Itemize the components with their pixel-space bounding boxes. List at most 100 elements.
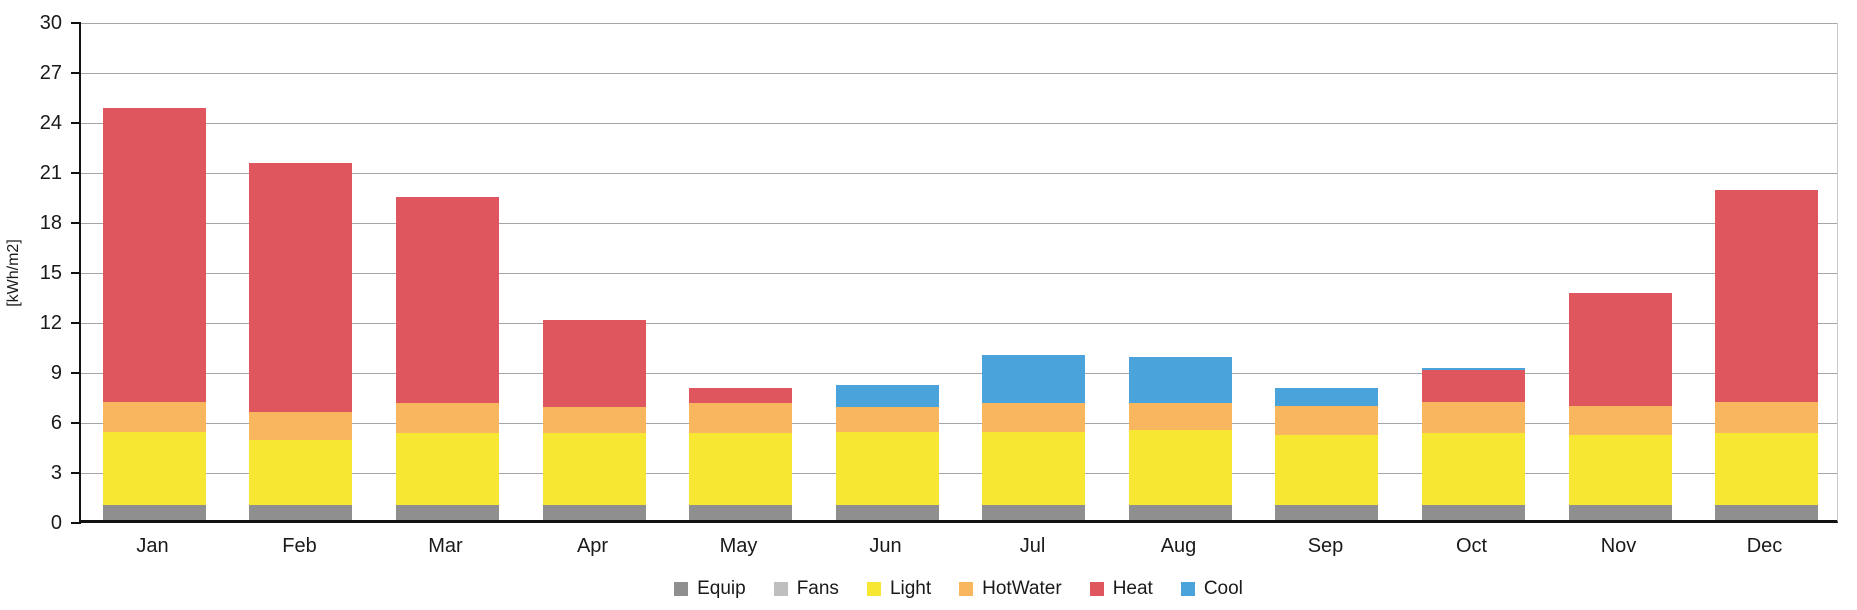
bar-segment-light <box>1129 430 1232 505</box>
bar-segment-cool <box>836 385 939 407</box>
bar-segment-equip <box>689 505 792 520</box>
y-tick-mark <box>71 72 81 74</box>
legend-swatch-equip <box>674 582 689 596</box>
y-tick-label: 15 <box>39 262 62 284</box>
y-tick-mark <box>71 322 81 324</box>
gridline <box>81 222 1837 224</box>
y-tick-label: 24 <box>39 112 62 134</box>
bar-segment-light <box>543 433 646 505</box>
x-tick-label: Feb <box>282 535 317 557</box>
bar-segment-light <box>836 431 939 505</box>
bar-segment-heat <box>1715 190 1818 402</box>
bar-segment-equip <box>1715 505 1818 520</box>
bar-segment-equip <box>836 505 939 520</box>
stacked-bar-sep <box>1275 20 1378 520</box>
stacked-bar-apr <box>543 20 646 520</box>
bar-segment-hotwater <box>689 403 792 434</box>
stacked-bar-jan <box>103 20 206 520</box>
x-tick-label: Dec <box>1746 535 1783 557</box>
y-tick-mark <box>71 272 81 274</box>
legend-label: Light <box>889 578 932 599</box>
stacked-bar-aug <box>1129 20 1232 520</box>
bar-segment-equip <box>1275 505 1378 520</box>
gridline <box>81 272 1837 274</box>
y-tick-label: 27 <box>39 62 62 84</box>
legend-item-equip: Equip <box>674 578 746 600</box>
bar-segment-hotwater <box>1569 405 1672 435</box>
legend-item-fans: Fans <box>773 578 839 600</box>
bar-segment-hotwater <box>103 401 206 432</box>
bar-segment-hotwater <box>836 406 939 432</box>
bar-segment-equip <box>982 505 1085 520</box>
legend-swatch-light <box>866 582 881 596</box>
legend-item-heat: Heat <box>1089 578 1153 600</box>
bar-segment-hotwater <box>982 403 1085 432</box>
x-tick-label: Sep <box>1307 535 1344 557</box>
bar-segment-light <box>689 433 792 505</box>
y-tick-mark <box>71 372 81 374</box>
legend-swatch-heat <box>1089 582 1104 596</box>
bar-segment-light <box>1422 433 1525 505</box>
x-tick-label: Mar <box>428 535 463 557</box>
y-tick-mark <box>71 472 81 474</box>
x-tick-label: Jun <box>869 535 902 557</box>
y-tick-label: 30 <box>39 12 62 34</box>
stacked-bar-feb <box>249 20 352 520</box>
bar-segment-heat <box>543 320 646 407</box>
x-tick-label: May <box>719 535 758 557</box>
bar-segment-light <box>1275 435 1378 505</box>
stacked-bar-oct <box>1422 20 1525 520</box>
bar-segment-light <box>396 433 499 505</box>
gridline <box>81 372 1837 374</box>
bar-segment-hotwater <box>396 403 499 434</box>
legend-label: Fans <box>796 578 839 599</box>
y-tick-mark <box>71 522 81 524</box>
stacked-bar-jun <box>836 20 939 520</box>
bar-segment-cool <box>982 355 1085 404</box>
bar-segment-heat <box>396 196 499 404</box>
legend-item-light: Light <box>866 578 932 600</box>
x-tick-label: Oct <box>1455 535 1488 557</box>
bar-segment-hotwater <box>1275 405 1378 435</box>
legend-swatch-hotwater <box>959 582 974 596</box>
x-tick-label: Jan <box>136 535 169 557</box>
plot-area <box>71 20 1838 524</box>
y-tick-label: 0 <box>50 512 62 534</box>
bar-segment-equip <box>103 505 206 520</box>
bar-segment-hotwater <box>543 406 646 434</box>
bar-segment-heat <box>1422 370 1525 402</box>
bar-segment-hotwater <box>1422 401 1525 434</box>
gridline <box>81 472 1837 474</box>
legend-label: Equip <box>697 578 746 599</box>
bar-segment-heat <box>1569 293 1672 406</box>
y-tick-mark <box>71 172 81 174</box>
stacked-bar-jul <box>982 20 1085 520</box>
bar-segment-equip <box>1569 505 1672 520</box>
x-tick-label: Apr <box>576 535 609 557</box>
bar-segment-hotwater <box>249 411 352 440</box>
gridline <box>81 122 1837 124</box>
bar-segment-cool <box>1275 388 1378 406</box>
legend-swatch-cool <box>1180 582 1195 596</box>
legend-swatch-fans <box>773 582 788 596</box>
chart-legend: Equip Fans Light HotWater Heat Cool <box>79 578 1838 600</box>
y-tick-label: 6 <box>50 412 62 434</box>
bar-segment-heat <box>689 388 792 404</box>
bar-segment-equip <box>396 505 499 520</box>
bar-segment-equip <box>1129 505 1232 520</box>
bar-segment-light <box>1715 433 1818 505</box>
bar-segment-hotwater <box>1715 401 1818 434</box>
x-tick-label: Jul <box>1019 535 1046 557</box>
legend-label: HotWater <box>982 578 1062 599</box>
stacked-bar-dec <box>1715 20 1818 520</box>
legend-item-cool: Cool <box>1180 578 1243 600</box>
y-tick-mark <box>71 22 81 24</box>
y-tick-label: 21 <box>39 162 62 184</box>
bar-segment-equip <box>249 505 352 520</box>
legend-label: Cool <box>1203 578 1243 599</box>
gridline <box>81 172 1837 174</box>
gridline <box>81 72 1837 74</box>
bar-segment-equip <box>543 505 646 520</box>
bar-segment-hotwater <box>1129 403 1232 430</box>
